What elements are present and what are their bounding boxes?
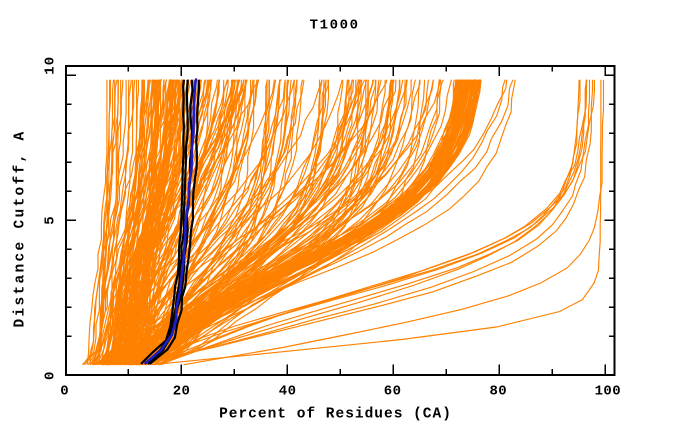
svg-text:40: 40 — [279, 384, 297, 400]
svg-text:Distance Cutoff, A: Distance Cutoff, A — [13, 129, 29, 327]
svg-text:0: 0 — [43, 370, 59, 380]
svg-text:0: 0 — [60, 384, 69, 400]
svg-text:100: 100 — [595, 384, 621, 400]
svg-text:5: 5 — [43, 215, 59, 225]
svg-text:Percent of Residues (CA): Percent of Residues (CA) — [219, 407, 452, 423]
svg-text:T1000: T1000 — [310, 18, 360, 34]
svg-text:60: 60 — [384, 384, 402, 400]
svg-text:80: 80 — [489, 384, 507, 400]
svg-text:20: 20 — [173, 384, 191, 400]
svg-text:10: 10 — [43, 56, 59, 75]
